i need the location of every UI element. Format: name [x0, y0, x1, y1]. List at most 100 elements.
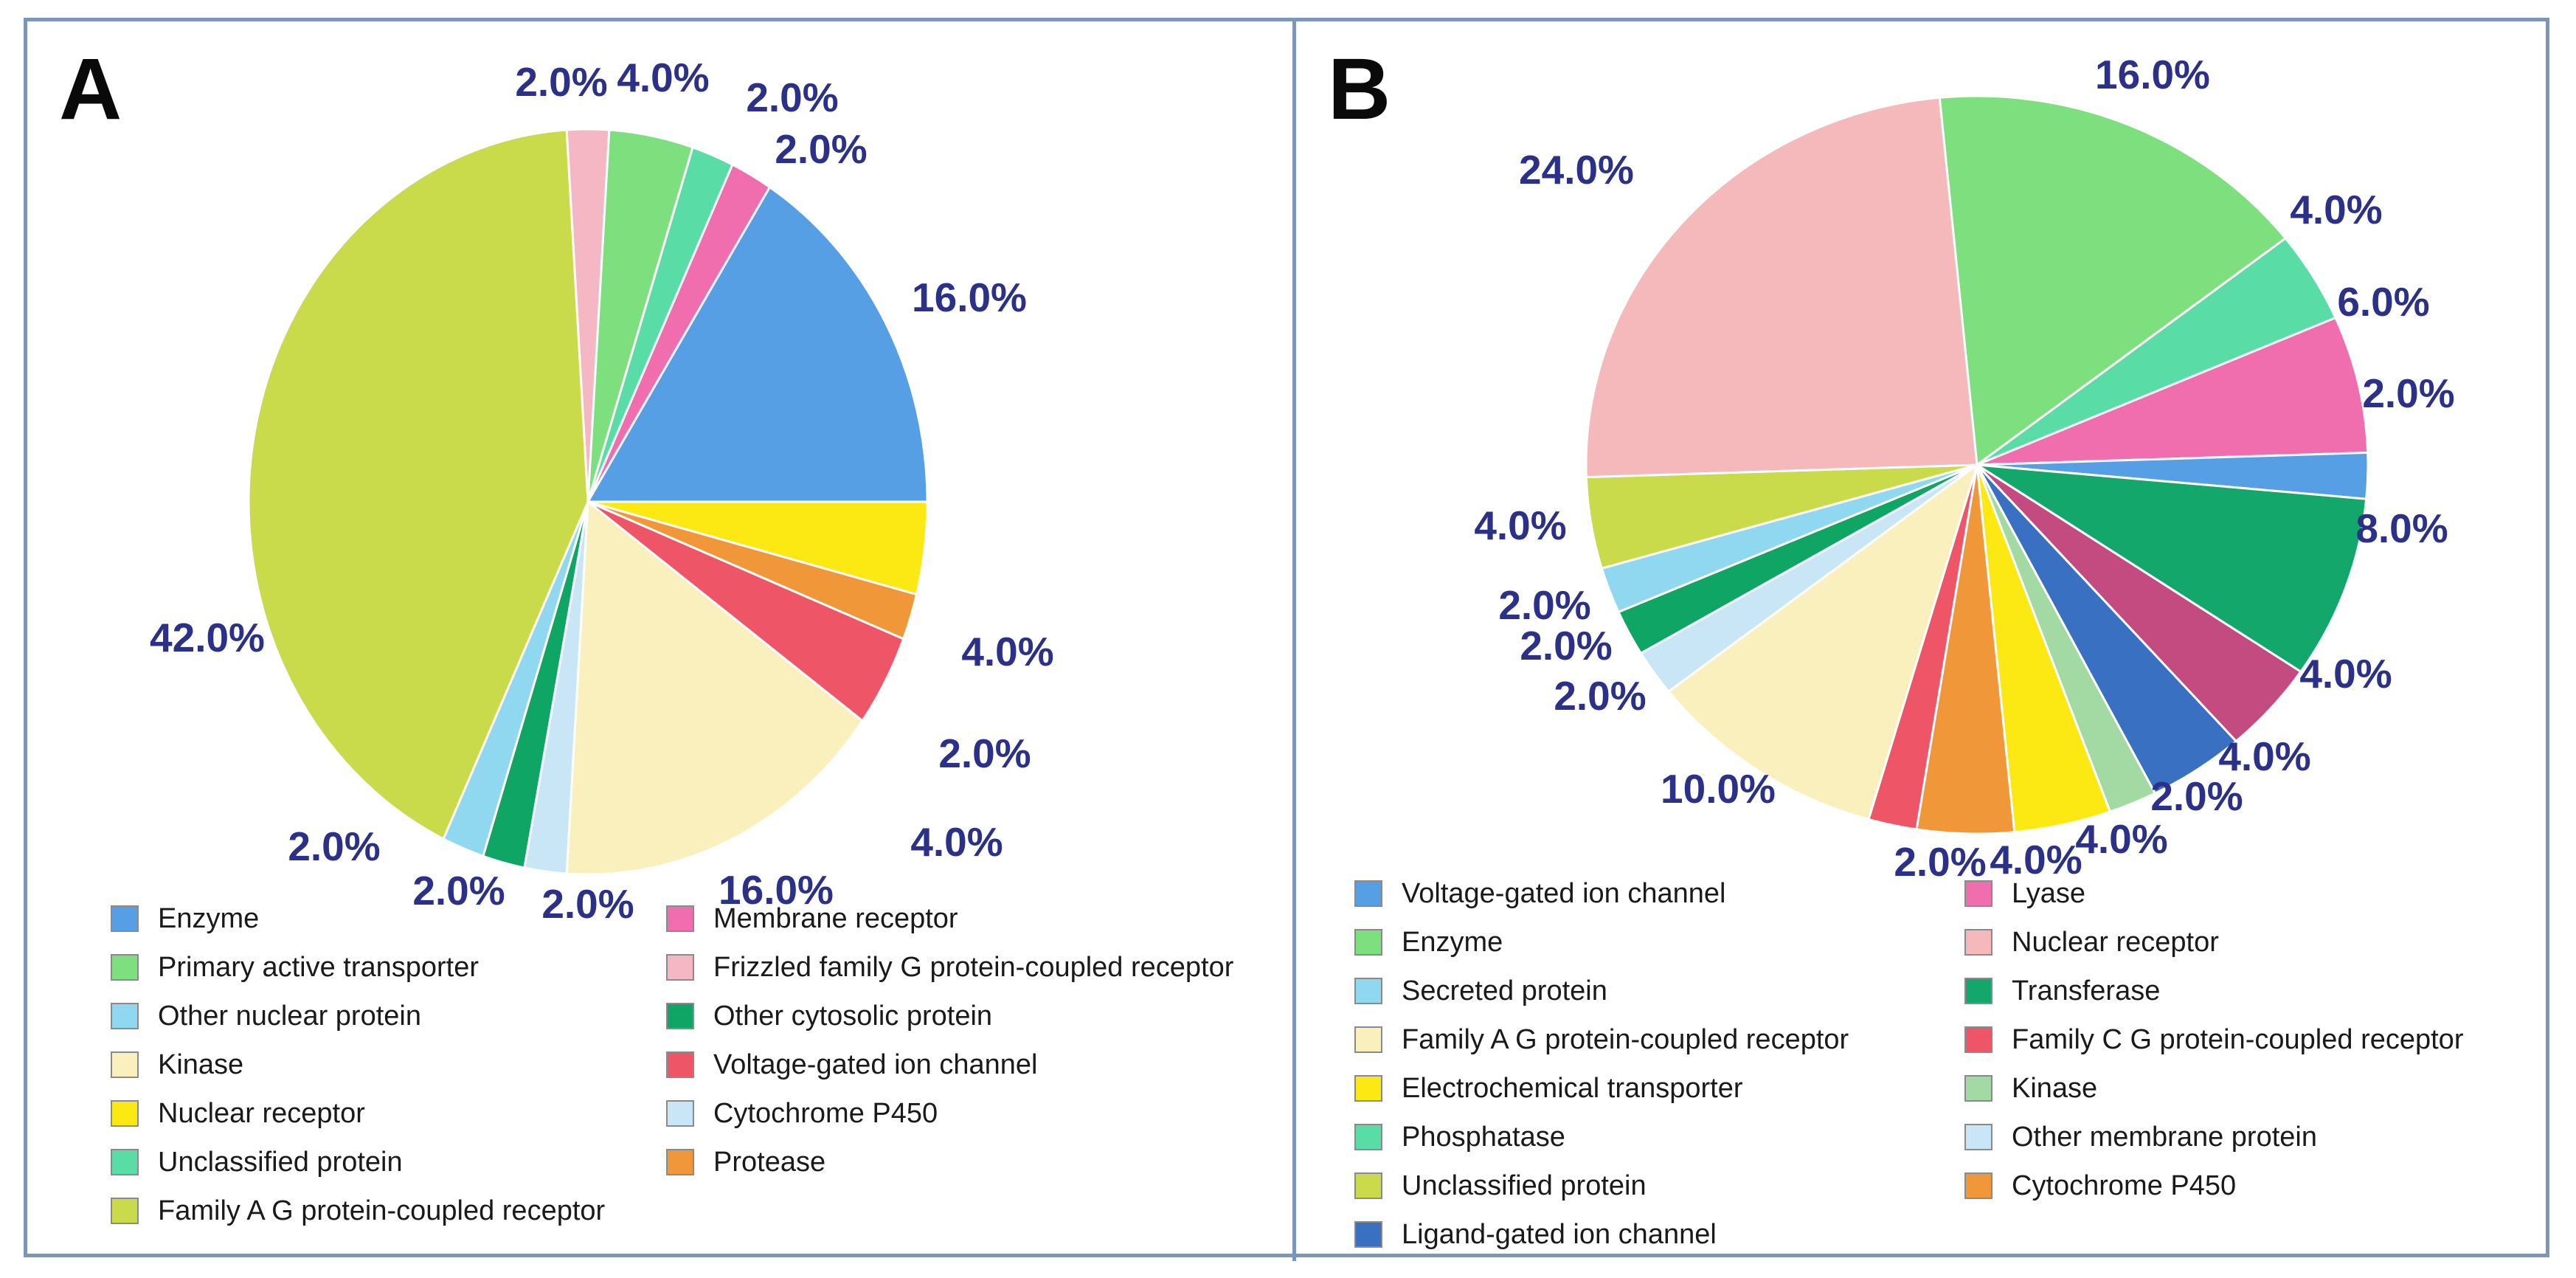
legend-label: Unclassified protein [158, 1146, 403, 1178]
legend-label: Lyase [2012, 877, 2085, 909]
slice-percent-label: 2.0% [1520, 623, 1612, 669]
legend-b-right-column: Lyase Nuclear receptor Transferase Family C… [1964, 869, 2463, 1210]
legend-item: Electrochemical transporter [1354, 1064, 1849, 1113]
slice-percent-label: 4.0% [2218, 733, 2310, 779]
legend-label: Voltage-gated ion channel [1402, 877, 1726, 909]
legend-label: Protease [713, 1146, 826, 1178]
legend-label: Kinase [158, 1049, 244, 1080]
slice-percent-label: 2.0% [775, 126, 867, 172]
legend-label: Nuclear receptor [158, 1097, 365, 1129]
legend-label: Other cytosolic protein [713, 1000, 993, 1032]
pie-slice [1938, 94, 2287, 466]
legend-swatch [1354, 1221, 1382, 1248]
pie-slice [586, 186, 929, 503]
legend-item: Enzyme [1354, 918, 1849, 967]
legend-label: Membrane receptor [713, 902, 958, 934]
slice-percent-label: 16.0% [912, 274, 1027, 320]
slice-percent-label: 4.0% [2075, 816, 2167, 862]
pie-slice [1976, 317, 2369, 466]
legend-label: Cytochrome P450 [713, 1097, 938, 1129]
legend-label: Voltage-gated ion channel [713, 1049, 1038, 1080]
slice-percent-label: 2.0% [515, 59, 607, 105]
slice-percent-label: 42.0% [150, 615, 265, 660]
legend-item: Other membrane protein [1964, 1113, 2463, 1161]
panel-divider [1292, 18, 1296, 1261]
legend-swatch [111, 1003, 139, 1029]
legend-item: Other nuclear protein [111, 992, 605, 1040]
slice-percent-label: 4.0% [961, 629, 1053, 674]
legend-label: Other nuclear protein [158, 1000, 421, 1032]
legend-item: Nuclear receptor [111, 1089, 605, 1138]
legend-swatch [111, 1198, 139, 1224]
legend-item: Lyase [1964, 869, 2463, 918]
slice-percent-label: 2.0% [412, 868, 505, 913]
legend-swatch [666, 954, 694, 981]
legend-item: Phosphatase [1354, 1113, 1849, 1161]
legend-item: Membrane receptor [666, 894, 1233, 943]
slice-percent-label: 2.0% [1894, 839, 1986, 885]
pie-slice [1667, 463, 1978, 821]
legend-item: Enzyme [111, 894, 605, 943]
legend-item: Frizzled family G protein-coupled recept… [666, 943, 1233, 992]
legend-item: Ligand-gated ion channel [1354, 1210, 1849, 1259]
legend-swatch [1964, 929, 1992, 956]
slice-percent-label: 4.0% [617, 55, 709, 100]
slice-percent-label: 2.0% [746, 75, 838, 120]
legend-b-left-column: Voltage-gated ion channel Enzyme Secreted … [1354, 869, 1849, 1259]
legend-swatch [666, 905, 694, 932]
legend-label: Frizzled family G protein-coupled recept… [713, 951, 1234, 983]
legend-label: Nuclear receptor [2012, 926, 2219, 958]
slice-percent-label: 4.0% [1474, 502, 1566, 548]
legend-label: Enzyme [1402, 926, 1503, 958]
legend-item: Unclassified protein [111, 1138, 605, 1187]
legend-item: Cytochrome P450 [1964, 1161, 2463, 1210]
legend-item: Kinase [1964, 1064, 2463, 1113]
legend-label: Electrochemical transporter [1402, 1072, 1743, 1104]
legend-swatch [666, 1149, 694, 1175]
legend-swatch [111, 1051, 139, 1078]
legend-swatch [1354, 929, 1382, 956]
legend-label: Cytochrome P450 [2012, 1170, 2237, 1201]
slice-percent-label: 4.0% [2299, 651, 2392, 697]
slice-percent-label: 4.0% [910, 819, 1003, 865]
legend-swatch [1354, 1026, 1382, 1053]
legend-swatch [1354, 1172, 1382, 1199]
legend-swatch [1964, 1124, 1992, 1150]
legend-item: Cytochrome P450 [666, 1089, 1233, 1138]
legend-a-right-column: Membrane receptor Frizzled family G prote… [666, 894, 1233, 1187]
legend-swatch [111, 1149, 139, 1175]
slice-percent-label: 2.0% [288, 823, 380, 869]
legend-item: Other cytosolic protein [666, 992, 1233, 1040]
legend-item: Family A G protein-coupled receptor [1354, 1015, 1849, 1064]
panel-a-label: A [59, 41, 122, 138]
legend-swatch [1964, 978, 1992, 1004]
pie-slice [1585, 96, 1978, 479]
slice-percent-label: 6.0% [2337, 279, 2429, 325]
legend-label: Transferase [2012, 975, 2161, 1006]
legend-a-left-column: Enzyme Primary active transporter Other nu… [111, 894, 605, 1235]
legend-label: Other membrane protein [2012, 1121, 2317, 1153]
legend-swatch [111, 1100, 139, 1127]
panel-b-label: B [1328, 41, 1391, 138]
legend-label: Enzyme [158, 902, 260, 934]
legend-item: Primary active transporter [111, 943, 605, 992]
legend-item: Voltage-gated ion channel [1354, 869, 1849, 918]
slice-percent-label: 8.0% [2355, 505, 2448, 551]
legend-item: Nuclear receptor [1964, 918, 2463, 967]
legend-swatch [666, 1051, 694, 1078]
legend-label: Family C G protein-coupled receptor [2012, 1023, 2464, 1055]
slice-percent-label: 2.0% [938, 730, 1031, 776]
legend-label: Unclassified protein [1402, 1170, 1647, 1201]
legend-swatch [666, 1100, 694, 1127]
legend-swatch [1354, 978, 1382, 1004]
legend-swatch [666, 1003, 694, 1029]
pie-slice [247, 128, 589, 840]
legend-item: Family A G protein-coupled receptor [111, 1187, 605, 1235]
slice-percent-label: 16.0% [2095, 52, 2210, 97]
slice-percent-label: 24.0% [1519, 147, 1634, 193]
legend-swatch [111, 905, 139, 932]
legend-item: Secreted protein [1354, 967, 1849, 1015]
slice-percent-label: 2.0% [1498, 582, 1590, 628]
legend-swatch [1964, 880, 1992, 907]
legend-swatch [1354, 880, 1382, 907]
